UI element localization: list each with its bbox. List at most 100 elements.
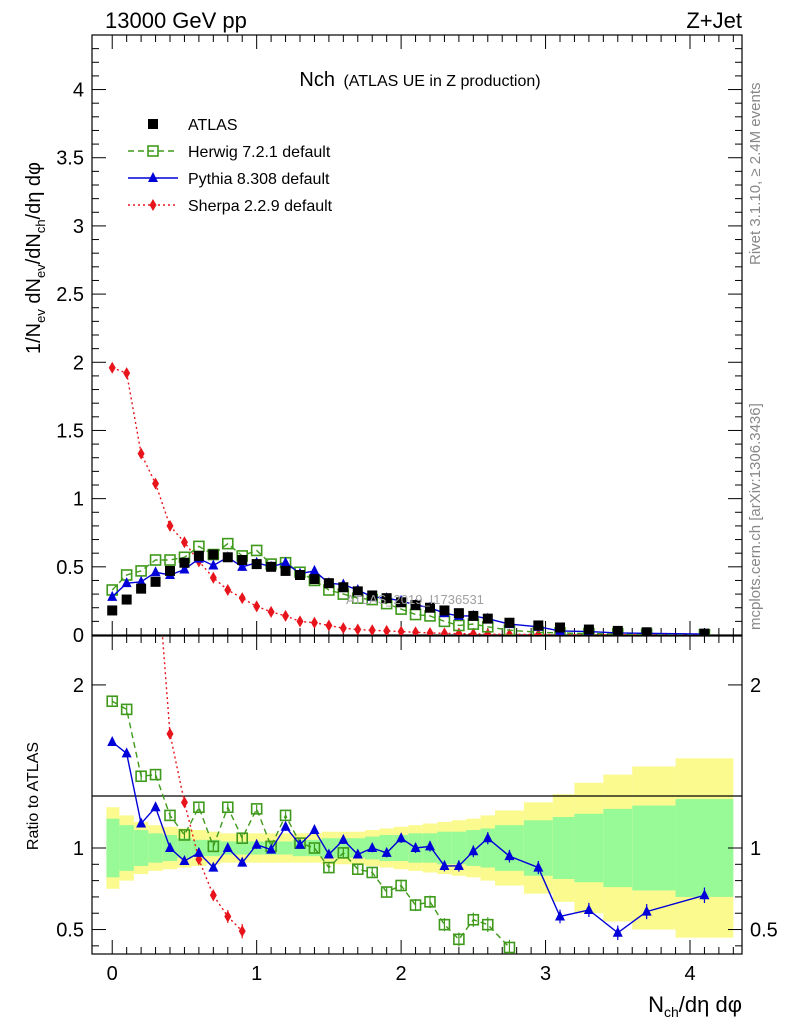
data-point: [482, 832, 493, 843]
data-point: [453, 933, 465, 946]
data-point: [453, 608, 464, 619]
data-point: [178, 829, 191, 841]
data-point: [309, 824, 320, 835]
data-point: [396, 597, 407, 608]
data-point: [193, 801, 205, 814]
data-point: [164, 554, 176, 566]
data-point: [352, 848, 363, 859]
data-point: [425, 840, 435, 851]
y-tick-label: 1: [73, 838, 84, 860]
data-point: [555, 622, 565, 633]
data-point: [221, 537, 234, 550]
data-point: [699, 889, 710, 900]
data-point: [164, 809, 176, 822]
legend-entry: ATLAS: [148, 117, 238, 134]
legend-marker: [148, 172, 158, 182]
data-point: [310, 616, 318, 629]
watermark: ATLAS_2019_I1736531: [346, 592, 484, 607]
data-point: [179, 557, 190, 568]
series-line: [111, 700, 510, 948]
data-point: [504, 617, 515, 628]
data-point: [337, 847, 350, 859]
data-point: [279, 809, 292, 822]
data-point: [120, 703, 133, 716]
data-point: [238, 592, 246, 605]
inner-band: [603, 808, 633, 888]
data-point: [481, 918, 494, 931]
data-point: [468, 610, 479, 621]
data-point: [209, 571, 217, 584]
data-point: [409, 899, 422, 911]
data-point: [123, 367, 131, 380]
inner-band: [552, 817, 575, 879]
y-tick-label: 4: [73, 80, 84, 102]
data-point: [237, 555, 248, 565]
data-point: [409, 608, 422, 621]
data-point: [250, 544, 263, 557]
series-sherpa: [138, 369, 246, 939]
data-point: [237, 856, 248, 867]
inner-band: [278, 841, 293, 855]
data-point: [138, 369, 145, 381]
x-tick-label: 1: [251, 963, 262, 985]
inner-band: [480, 828, 495, 868]
series-sherpa: [108, 361, 708, 635]
data-point: [209, 889, 217, 902]
data-point: [396, 832, 407, 843]
side-label-mcplots: mcplots.cern.ch [arXiv:1306.3436]: [747, 403, 764, 630]
x-tick-label: 3: [540, 963, 551, 985]
data-point: [352, 586, 363, 597]
inner-band: [235, 841, 250, 855]
data-point: [121, 577, 132, 588]
y-tick-label: 0.5: [56, 920, 84, 942]
y-tick-label: 2: [750, 675, 761, 697]
data-point: [224, 910, 232, 923]
data-point: [339, 622, 347, 635]
data-point: [137, 447, 145, 460]
inner-band: [675, 799, 734, 897]
data-point: [221, 801, 234, 814]
data-point: [467, 913, 480, 926]
legend-label: Sherpa 2.2.9 default: [188, 198, 333, 215]
x-tick-label: 4: [684, 963, 695, 985]
data-point: [236, 832, 249, 845]
data-point: [107, 736, 118, 746]
data-point: [253, 600, 261, 613]
data-point: [166, 727, 174, 740]
y-tick-label: 0.5: [56, 557, 84, 579]
y-tick-label: 3: [73, 216, 84, 238]
y-tick-label: 2.5: [56, 284, 84, 306]
data-point: [469, 627, 477, 635]
data-point: [383, 624, 391, 635]
side-label-rivet: Rivet 3.1.10, ≥ 2.4M events: [747, 83, 764, 266]
data-point: [165, 565, 175, 576]
series-line: [161, 636, 243, 932]
series-line: [111, 741, 705, 934]
data-point: [438, 918, 451, 931]
x-axis-label: Nch/dη dφ: [648, 992, 742, 1020]
series-atlas: [107, 549, 710, 635]
data-point: [426, 626, 434, 635]
series-pythia: [107, 736, 710, 941]
inner-band: [106, 818, 120, 878]
data-point: [107, 590, 118, 601]
data-point: [238, 925, 246, 938]
data-point: [351, 863, 364, 876]
main-title-main: Nch: [299, 69, 335, 91]
data-point: [224, 584, 232, 596]
data-point: [308, 842, 321, 854]
data-point: [180, 536, 188, 549]
data-point: [222, 842, 233, 852]
header-left: 13000 GeV pp: [105, 8, 247, 33]
data-point: [367, 590, 378, 601]
data-point: [412, 626, 420, 635]
data-point: [424, 896, 436, 908]
data-point: [180, 796, 188, 809]
data-point: [266, 843, 277, 854]
data-point: [107, 605, 118, 616]
series-line: [111, 556, 705, 635]
data-point: [323, 848, 334, 859]
data-point: [354, 623, 362, 635]
data-point: [583, 624, 594, 635]
